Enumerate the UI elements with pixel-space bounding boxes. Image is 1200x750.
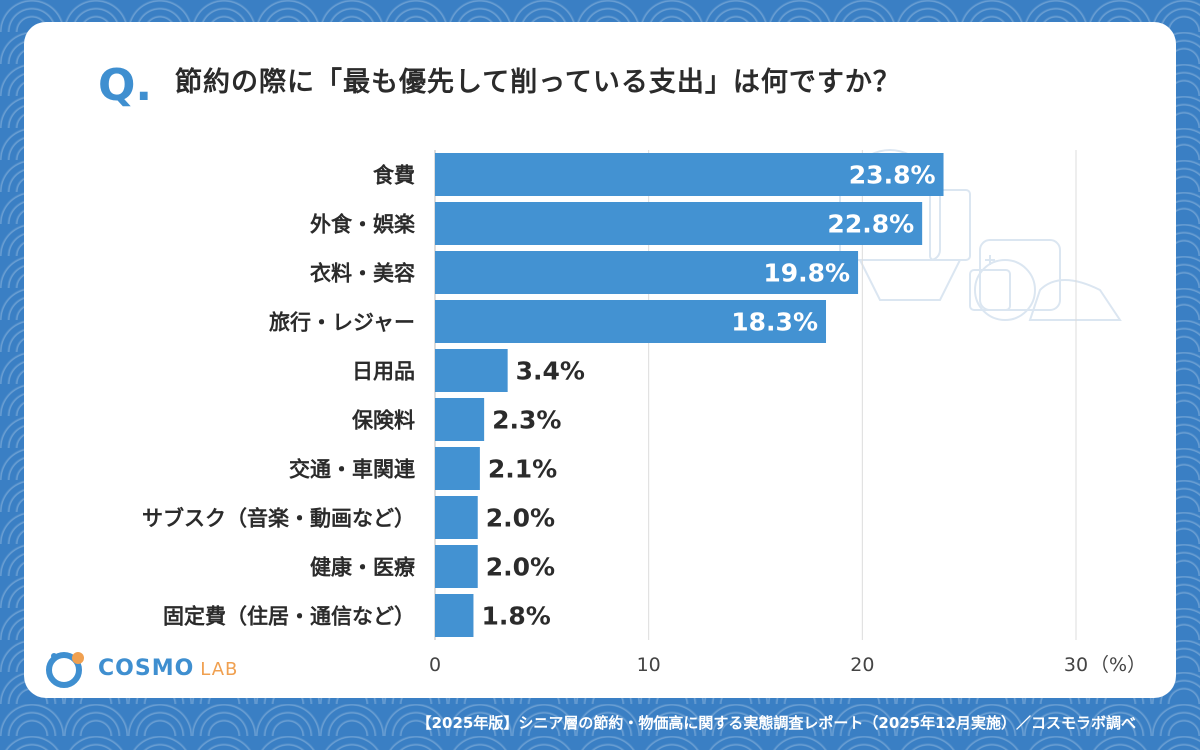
value-label: 18.3% xyxy=(731,308,818,337)
category-label: 健康・医療 xyxy=(310,556,416,580)
logo-text: COSMO LAB xyxy=(98,656,238,681)
bar xyxy=(435,545,478,588)
bar xyxy=(435,447,480,490)
logo-main: COSMO xyxy=(98,655,195,681)
question-mark: Q. xyxy=(98,60,153,111)
category-label: サブスク（音楽・動画など） xyxy=(142,507,415,531)
value-label: 3.4% xyxy=(516,357,585,386)
category-label: 固定費（住居・通信など） xyxy=(163,605,415,629)
value-label: 2.0% xyxy=(486,504,555,533)
logo: COSMO LAB xyxy=(44,648,238,688)
category-label: 外食・娯楽 xyxy=(310,213,416,237)
x-tick-label: 20 xyxy=(850,654,874,676)
value-label: 1.8% xyxy=(481,602,550,631)
bar xyxy=(435,202,923,245)
bar xyxy=(435,300,827,343)
bar xyxy=(435,496,478,539)
value-label: 2.3% xyxy=(492,406,561,435)
bar xyxy=(435,349,508,392)
category-label: 衣料・美容 xyxy=(310,262,415,286)
x-unit-label: （%） xyxy=(1090,654,1146,676)
x-tick-label: 30 xyxy=(1064,654,1088,676)
card xyxy=(24,22,1176,698)
logo-sub: LAB xyxy=(200,658,239,680)
value-label: 2.0% xyxy=(486,553,555,582)
value-label: 22.8% xyxy=(827,210,914,239)
bar xyxy=(435,251,859,294)
category-label: 旅行・レジャー xyxy=(269,311,415,335)
value-label: 23.8% xyxy=(849,161,936,190)
bar xyxy=(435,398,485,441)
category-label: 保険料 xyxy=(351,409,415,433)
value-label: 2.1% xyxy=(488,455,557,484)
question-title: 節約の際に「最も優先して削っている支出」は何ですか？ xyxy=(175,67,901,98)
category-label: 食費 xyxy=(373,164,415,188)
bar xyxy=(435,153,944,196)
cosmo-lab-logo-icon xyxy=(46,652,84,688)
bar xyxy=(435,594,474,637)
source-footer: 【2025年版】シニア層の節約・物価高に関する実態調査レポート（2025年12月… xyxy=(416,714,1136,732)
category-label: 日用品 xyxy=(352,360,415,384)
category-label: 交通・車関連 xyxy=(289,458,416,482)
x-tick-label: 10 xyxy=(637,654,661,676)
value-label: 19.8% xyxy=(763,259,850,288)
x-tick-label: 0 xyxy=(429,654,441,676)
